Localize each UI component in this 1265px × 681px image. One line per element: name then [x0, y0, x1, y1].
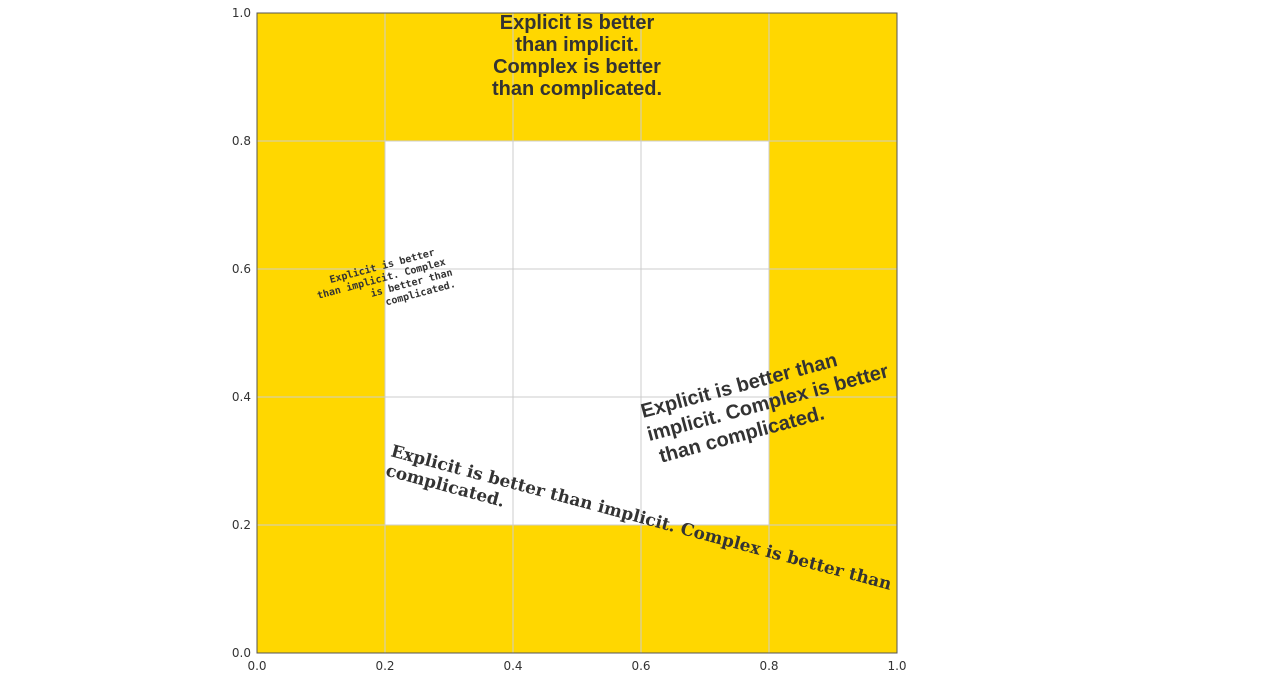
y-tick-label: 0.0: [232, 646, 251, 660]
x-tick-label: 0.2: [375, 659, 394, 673]
y-tick-label: 0.8: [232, 134, 251, 148]
annotation-top: Explicit is better than implicit. Complex …: [492, 12, 662, 100]
x-tick-label: 1.0: [887, 659, 906, 673]
x-tick-label: 0.6: [631, 659, 650, 673]
annotation-text: Explicit is better than implicit. Complex …: [492, 12, 662, 100]
y-tick-label: 0.4: [232, 390, 251, 404]
y-axis-ticks: 0.0 0.2 0.4 0.6 0.8 1.0: [232, 6, 251, 660]
annotation-line: than complicated.: [492, 78, 662, 100]
annotation-line: than implicit.: [515, 34, 638, 56]
y-tick-label: 0.6: [232, 262, 251, 276]
y-tick-label: 1.0: [232, 6, 251, 20]
annotation-line: Complex is better: [493, 56, 661, 78]
x-axis-ticks: 0.0 0.2 0.4 0.6 0.8 1.0: [247, 659, 906, 673]
spines: [256, 12, 898, 654]
x-tick-label: 0.8: [759, 659, 778, 673]
y-tick-label: 0.2: [232, 518, 251, 532]
annotation-line: Explicit is better: [500, 12, 655, 34]
inner-white-rect: [385, 141, 769, 525]
x-tick-label: 0.4: [503, 659, 522, 673]
inner-rectangle-layer: [385, 141, 769, 525]
axes-frame: [256, 12, 898, 654]
x-tick-label: 0.0: [247, 659, 266, 673]
